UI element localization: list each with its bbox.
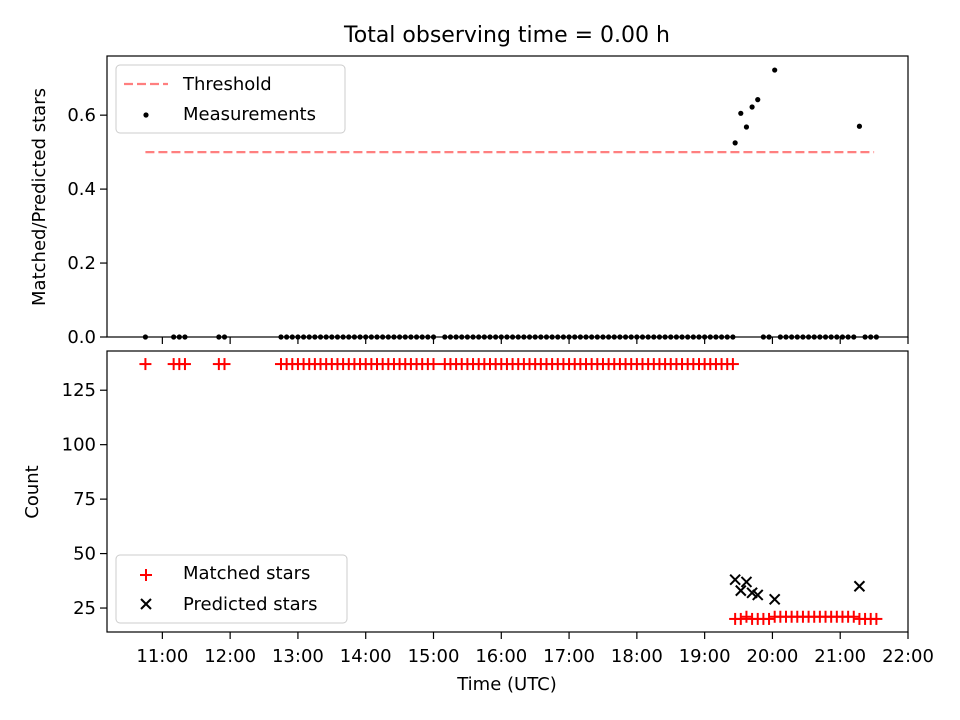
matched-legend-swatch	[140, 569, 152, 581]
measurement-point	[732, 140, 738, 146]
predicted-star-stroke-b	[853, 580, 866, 592]
predicted-star-point	[740, 576, 753, 588]
measurement-point	[743, 124, 750, 130]
threshold-legend-label: Threshold	[182, 74, 272, 95]
matched-star-point	[870, 612, 883, 625]
predicted-star-point	[735, 584, 747, 597]
predicted-star-stroke-b	[729, 574, 741, 586]
bottom-y-axis-label: Count	[22, 465, 43, 518]
top-legend-box	[115, 64, 346, 134]
top-legend: Threshold Measurements	[115, 64, 346, 134]
chart-title: Total observing time = 0.00 h	[343, 23, 670, 48]
matched-star-point	[139, 358, 152, 371]
x-tick-label: 11:00	[136, 646, 188, 667]
x-tick-label: 15:00	[408, 646, 460, 667]
predicted-star-stroke-b	[752, 589, 764, 601]
predicted-star-point	[729, 574, 741, 586]
measurements-legend-label: Measurements	[183, 104, 316, 125]
bottom-y-tick-label: 50	[73, 544, 96, 565]
matched-star-point	[847, 610, 860, 623]
top-y-tick-label: 0.0	[67, 327, 96, 348]
predicted-star-point	[853, 580, 866, 592]
predicted-star-stroke-b	[746, 587, 758, 599]
predicted-legend-swatch	[140, 598, 152, 610]
predicted-star-stroke-b	[740, 576, 753, 588]
ratio-panel: Matched/Predicted stars 0.0 0.2 0.4 0.6 Thr…	[29, 55, 909, 348]
top-y-axis-label: Matched/Predicted stars	[29, 88, 50, 306]
x-tick-label: 18:00	[611, 646, 663, 667]
matched-legend-label: Matched stars	[183, 563, 310, 584]
bottom-y-tick-label: 100	[62, 435, 96, 456]
matched-star-point	[734, 612, 747, 625]
x-tick-label: 16:00	[475, 646, 527, 667]
measurement-point	[755, 97, 761, 103]
measurement-point	[772, 67, 778, 73]
x-tick-label: 14:00	[340, 646, 392, 667]
x-tick-label: 21:00	[814, 646, 866, 667]
top-y-ticks: 0.0 0.2 0.4 0.6	[67, 105, 107, 348]
predicted-star-stroke-b	[768, 593, 781, 606]
predicted-star-point	[768, 593, 781, 606]
measurement-point	[856, 123, 863, 129]
matched-star-point	[740, 610, 753, 623]
x-tick-label: 19:00	[679, 646, 731, 667]
matched-star-point	[178, 358, 191, 371]
matched-star-point	[218, 358, 231, 371]
x-tick-label: 20:00	[746, 646, 798, 667]
x-tick-label: 13:00	[272, 646, 324, 667]
x-tick-label: 12:00	[204, 646, 256, 667]
predicted-star-point	[752, 589, 764, 601]
bottom-y-tick-label: 125	[62, 380, 96, 401]
measurement-point	[738, 110, 744, 116]
x-tick-label: 17:00	[543, 646, 595, 667]
predicted-legend-label: Predicted stars	[183, 594, 317, 615]
top-y-tick-label: 0.6	[67, 105, 96, 126]
bottom-axes-frame	[106, 350, 909, 633]
top-axes-frame	[106, 55, 909, 338]
bottom-y-ticks: 25 50 75 100 125	[62, 380, 107, 619]
measurement-point	[749, 104, 755, 110]
matched-star-point	[726, 358, 739, 371]
bottom-y-tick-label: 75	[73, 489, 96, 510]
bottom-legend-box	[115, 554, 348, 624]
x-tick-label: 22:00	[882, 646, 934, 667]
matched-star-point	[427, 358, 440, 371]
top-y-tick-label: 0.4	[67, 179, 96, 200]
x-axis-label: Time (UTC)	[456, 674, 557, 695]
bottom-x-ticks: 11:00 12:00 13:00 14:00 15:00 16:00 17:00 18:00…	[136, 632, 934, 667]
matched-star-point	[763, 612, 776, 625]
predicted-star-stroke-b	[735, 584, 747, 597]
measurements-legend-swatch	[143, 112, 149, 118]
matched-star-points	[139, 358, 883, 625]
bottom-legend: Matched stars Predicted stars	[115, 554, 348, 624]
top-y-tick-label: 0.2	[67, 253, 96, 274]
predicted-star-points	[729, 574, 866, 606]
bottom-y-tick-label: 25	[73, 598, 96, 619]
